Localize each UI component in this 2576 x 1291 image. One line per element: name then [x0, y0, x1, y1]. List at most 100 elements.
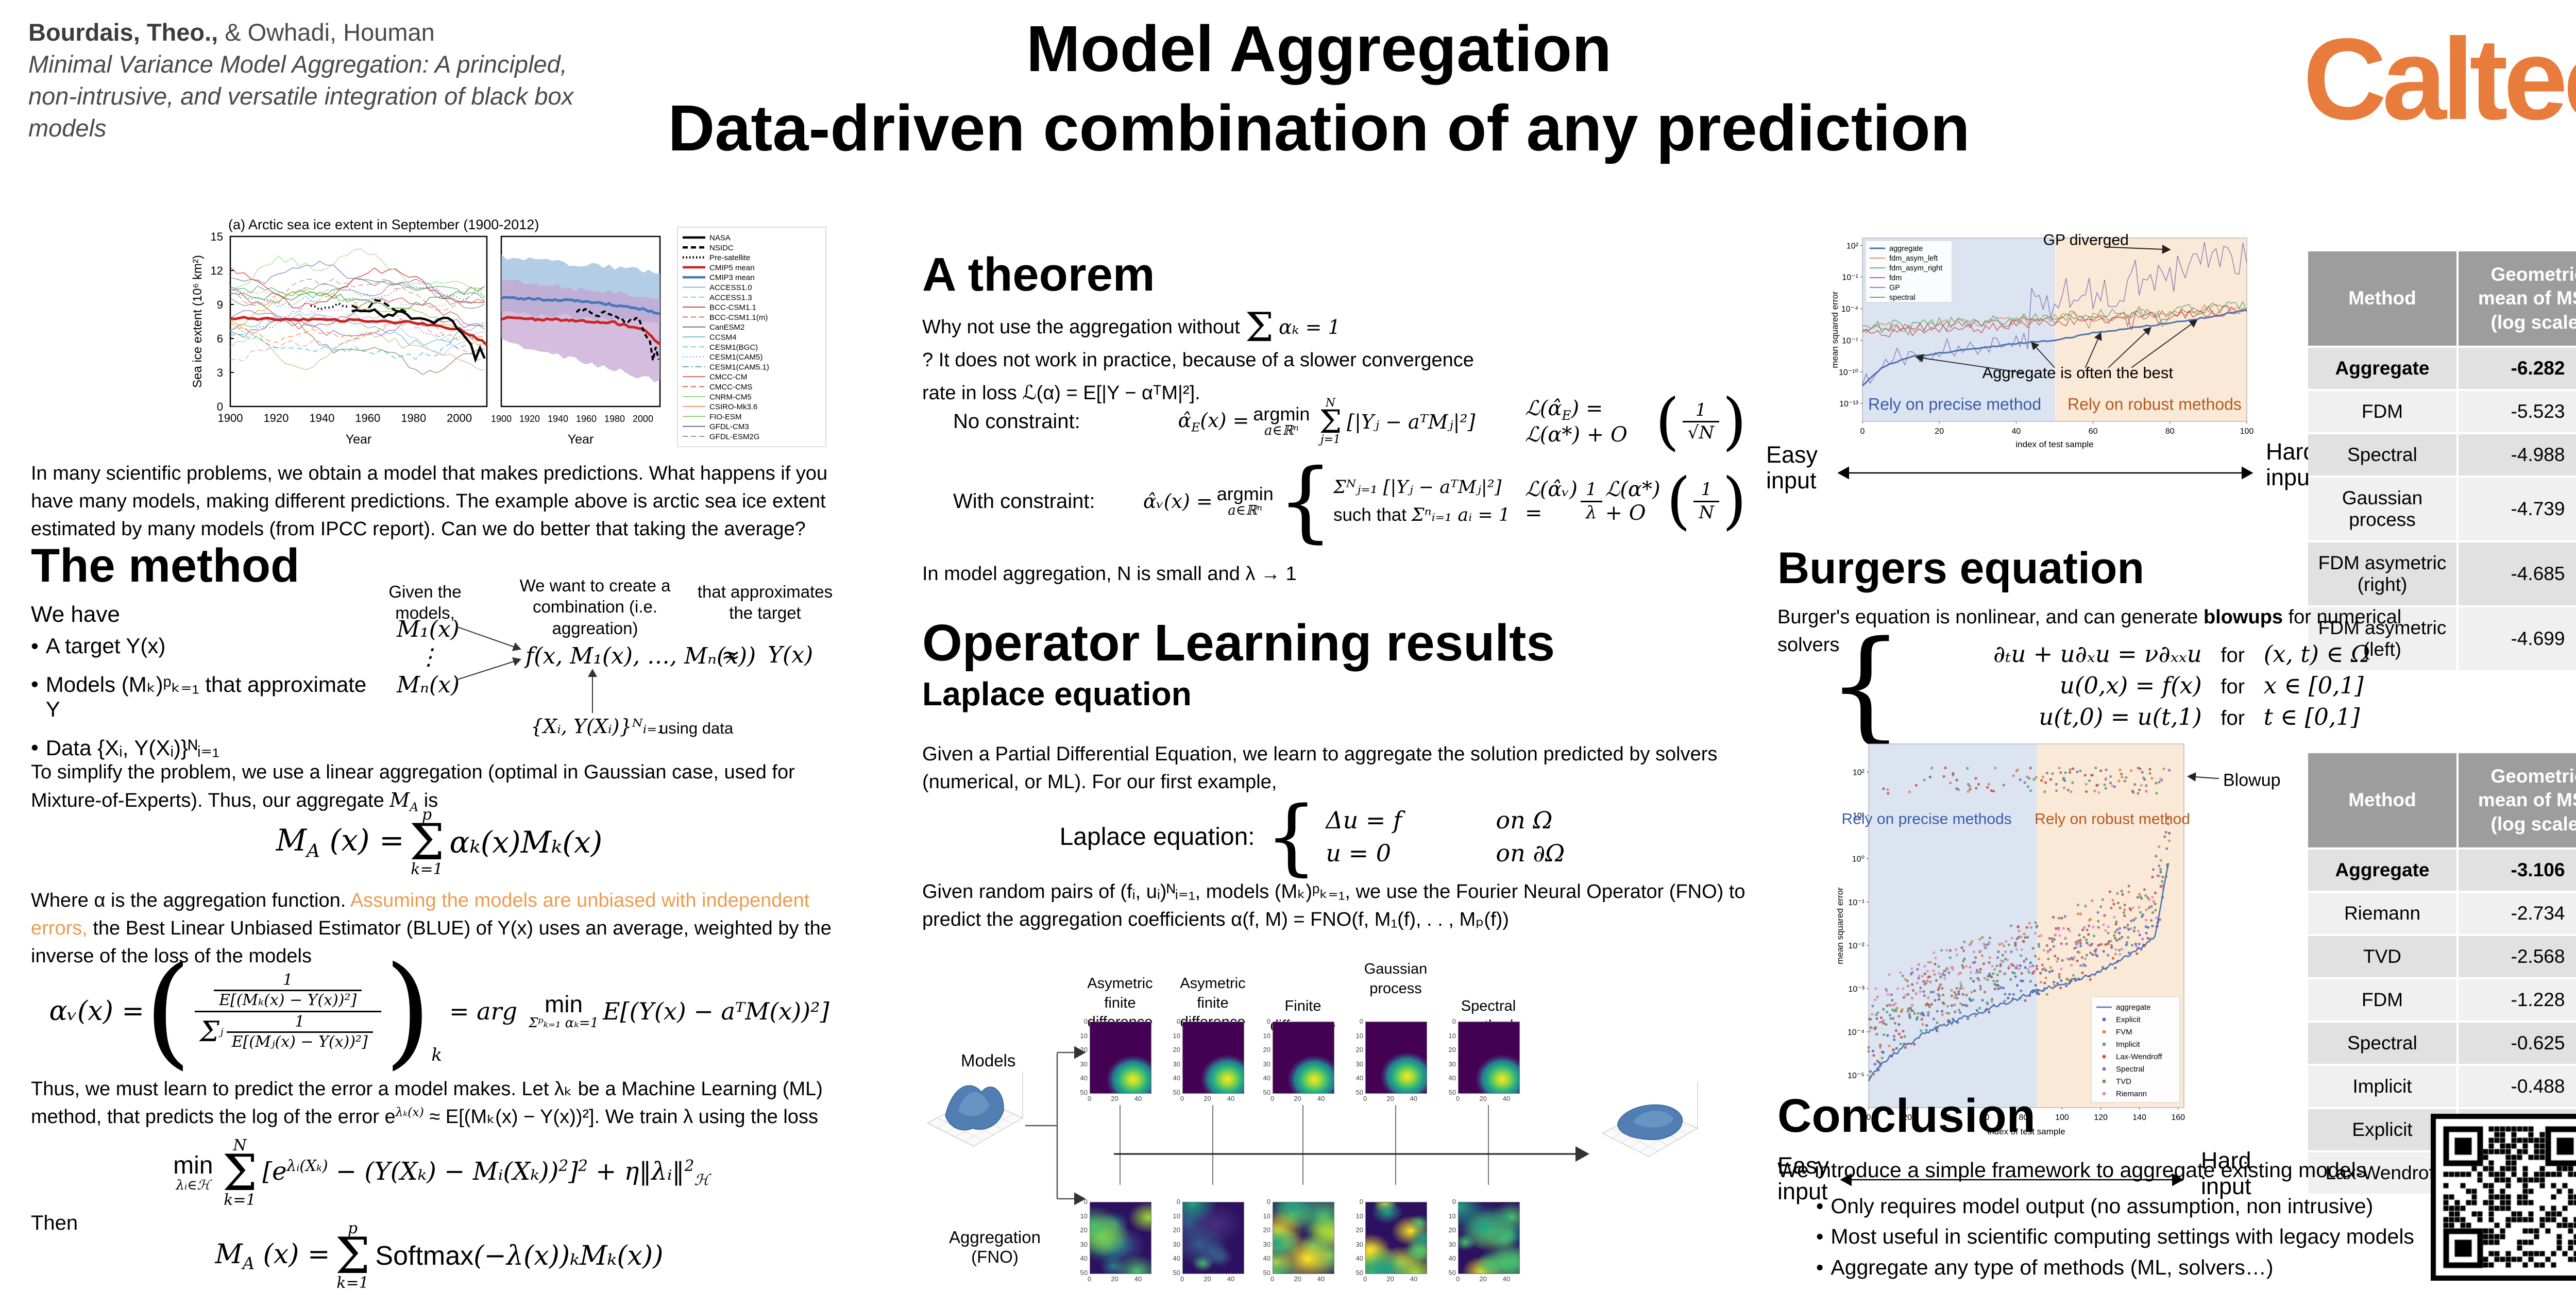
- heatmap-ytick: 40: [1080, 1074, 1088, 1082]
- scatter-dot: [2079, 912, 2082, 915]
- scatter-dot: [1907, 1007, 1910, 1010]
- scatter-dot: [1871, 1013, 1874, 1016]
- mse-cell: -6.282: [2456, 345, 2576, 389]
- scatter-dot: [1906, 1010, 1909, 1013]
- scatter-dot: [2091, 899, 2094, 902]
- heatmap-ytick: 40: [1355, 1074, 1363, 1082]
- legend-label: ACCESS1.0: [709, 283, 752, 292]
- scatter-dot: [2063, 915, 2066, 918]
- scatter-dot: [2134, 916, 2137, 920]
- series-line: [1862, 305, 2247, 332]
- svg-text:80: 80: [2165, 427, 2175, 436]
- scatter-dot: [1908, 790, 1911, 793]
- scatter-dot: [1919, 990, 1922, 993]
- scatter-dot: [1902, 987, 1905, 990]
- sigma-symbol: Σ: [1319, 402, 1342, 440]
- scatter-dot: [1946, 1005, 1950, 1008]
- nc-argmin-sub: a∈ℝⁿ: [1264, 423, 1299, 439]
- diagram-target: Y(x): [768, 642, 814, 668]
- scatter-dot: [2060, 916, 2063, 920]
- scatter-dot: [2078, 933, 2081, 937]
- falpha-num-den: E[(Mₖ(x) − Y(x))²]: [214, 990, 362, 1010]
- scatter-dot: [2076, 912, 2079, 915]
- fmin-p8: 2: [684, 1157, 694, 1175]
- scatter-dot: [2031, 947, 2035, 950]
- svg-text:10¹: 10¹: [1853, 812, 1865, 821]
- scatter-dot: [1962, 949, 1965, 952]
- scatter-dot: [2107, 931, 2110, 935]
- scatter-dot: [2132, 929, 2136, 932]
- wc-frac2-den: N: [1693, 500, 1720, 523]
- learn-pre: Thus, we must learn to predict the error…: [31, 1078, 823, 1128]
- heatmap-ytick: 0: [1452, 1017, 1456, 1025]
- scatter-dot: [1972, 998, 1975, 1001]
- scatter-dot: [2166, 817, 2170, 820]
- legend-label: fdm_asym_left: [1889, 254, 1938, 263]
- scatter-dot: [1978, 1007, 1981, 1010]
- svg-text:Year: Year: [568, 432, 594, 447]
- observations-line: [575, 308, 660, 361]
- scatter-dot: [1886, 788, 1889, 791]
- burgers-paragraph: Burger's equation is nonlinear, and can …: [1777, 604, 2447, 659]
- scatter-dot: [1992, 979, 1995, 982]
- heatmap-xtick: 0: [1088, 1095, 1092, 1102]
- scatter-dot: [1867, 1045, 1870, 1049]
- svg-text:120: 120: [2094, 1113, 2108, 1122]
- falpha-min: min: [544, 990, 583, 1017]
- svg-text:60: 60: [1980, 1113, 1989, 1122]
- scatter-dot: [1869, 1026, 1872, 1029]
- series-line: [1862, 306, 2247, 337]
- scatter-dot: [1904, 978, 1907, 981]
- scatter-dot: [1981, 936, 1984, 939]
- scatter-dot: [1996, 956, 1999, 959]
- laplace-brace: {: [1265, 788, 1318, 885]
- scatter-dot: [2026, 968, 2029, 971]
- scatter-dot: [1914, 992, 1918, 995]
- laplace-dom-1: on Ω: [1496, 806, 1553, 834]
- scatter-dot: [1995, 964, 1998, 967]
- scatter-dot: [2076, 942, 2079, 945]
- scatter-dot: [2084, 957, 2087, 960]
- mse-cell: -4.739: [2456, 475, 2576, 540]
- scatter-dot: [2012, 993, 2015, 996]
- heatmap-ytick: 30: [1173, 1060, 1180, 1068]
- scatter-dot: [1897, 1032, 1901, 1035]
- nc-loss2: ) = ℒ(α*) + O: [1525, 397, 1628, 447]
- easy-hard-arrow: [1837, 466, 2253, 480]
- scatter-dot: [1893, 1038, 1896, 1041]
- scatter-dot: [2127, 936, 2130, 939]
- solver-prediction-heatmap: [1090, 1022, 1151, 1094]
- climate-model-line: [230, 286, 485, 310]
- legend-label: Spectral: [2116, 1065, 2144, 1074]
- scatter-dot: [2035, 964, 2038, 968]
- scatter-dot: [2054, 933, 2057, 937]
- scatter-dot: [1943, 974, 1946, 977]
- scatter-dot: [1922, 980, 1925, 983]
- scatter-dot: [2143, 778, 2146, 781]
- scatter-dot: [2055, 789, 2058, 792]
- heatmap-ytick: 10: [1173, 1031, 1180, 1040]
- author-secondary: & Owhadi, Houman: [218, 19, 435, 46]
- mse-cell: -1.228: [2456, 977, 2576, 1021]
- scatter-dot: [1891, 998, 1894, 1002]
- scatter-dot: [2002, 973, 2006, 976]
- svg-text:1900: 1900: [218, 412, 243, 424]
- scatter-dot: [1986, 978, 1989, 981]
- scatter-dot: [1957, 993, 1960, 996]
- scatter-dot: [2041, 775, 2045, 778]
- nc-sum-bot: j=1: [1320, 433, 1341, 447]
- scatter-dot: [2058, 976, 2061, 979]
- scatter-dot: [2093, 789, 2096, 793]
- svg-text:0: 0: [1867, 1113, 1871, 1122]
- scatter-dot: [1961, 1004, 1964, 1007]
- scatter-dot: [1890, 993, 1893, 996]
- scatter-dot: [2080, 956, 2084, 959]
- scatter-dot: [1978, 971, 1981, 974]
- climate-model-line: [230, 278, 485, 301]
- scatter-dot: [1969, 999, 1972, 1002]
- scatter-dot: [2145, 789, 2148, 792]
- heatmap-xtick: 40: [1502, 1275, 1511, 1283]
- scatter-dot: [1987, 783, 1990, 786]
- climate-model-line: [230, 318, 485, 343]
- learn-sup: λₖ(x): [395, 1105, 424, 1119]
